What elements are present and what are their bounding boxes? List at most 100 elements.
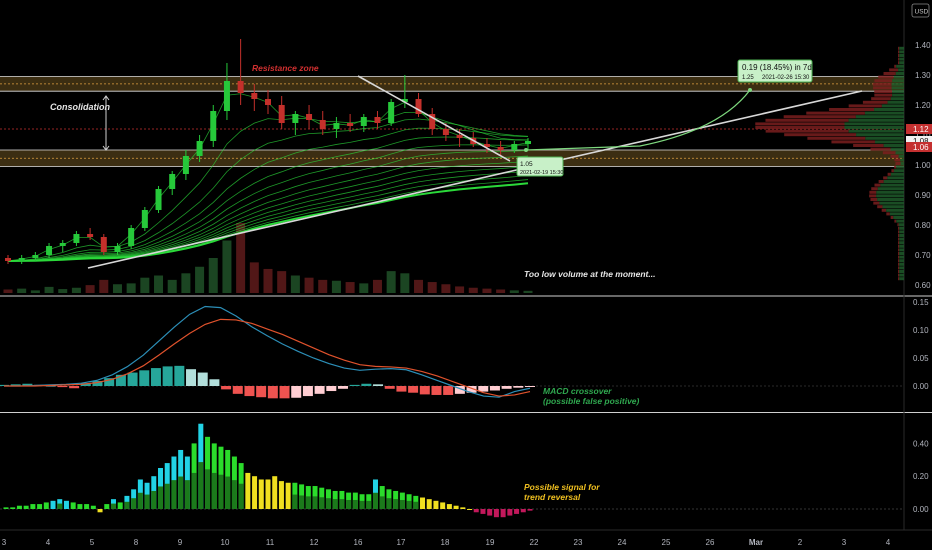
profile-bar-sell [897,223,899,227]
arrow-head [102,95,110,101]
profile-bar-sell [898,46,900,50]
projection-end-box: 0.19 (18.45%) in 7d 1.25 2021-02-26 15:3… [737,59,813,83]
profile-bar-sell [890,154,899,158]
profile-bar-sell [831,140,875,144]
profile-bar-buy [876,190,904,194]
time-tick-label: 16 [354,538,363,547]
profile-bar-buy [887,176,904,180]
macd-tick-label: 0.00 [913,382,929,391]
osc-bar [104,504,110,509]
osc-bar [37,504,43,509]
macd-hist-bar [349,384,360,386]
macd-hist-bar [431,386,442,395]
osc-bar-inner [191,472,197,509]
osc-bar [16,505,22,509]
oscillator-note-line2: trend reversal [524,492,581,502]
osc-bar [493,509,499,518]
projection-time: 2021-02-26 15:30 [762,75,810,81]
profile-bar-buy [892,79,904,83]
time-tick-label: 10 [221,538,230,547]
volume-bar [277,271,287,293]
profile-bar-buy [895,151,904,155]
profile-bar-buy [856,133,904,137]
projection-change: 0.19 (18.45%) in 7d [742,63,812,72]
profile-bar-buy [899,61,904,65]
profile-bar-sell [829,108,875,111]
trendlines-layer [87,75,863,269]
volume-bar [509,290,519,293]
ribbon-line [7,182,529,262]
volume-bar [85,285,95,293]
projection-start-price: 1.05 [520,161,533,168]
profile-bar-sell [886,212,890,216]
macd-hist-bar [384,386,395,389]
profile-bar-sell [898,230,900,234]
osc-bar-inner [292,494,298,509]
osc-bar [507,509,513,516]
profile-bar-sell [806,111,865,115]
osc-bar-inner [406,500,412,509]
profile-bar-sell [898,277,900,281]
osc-bar-inner [184,480,190,509]
profile-bar-buy [896,165,904,169]
profile-bar-sell [755,122,845,126]
time-tick-label: 17 [397,538,406,547]
candle-body [278,105,285,123]
volume-bar [345,282,355,293]
candle-body [141,210,148,228]
osc-tick-label: 0.40 [913,439,929,448]
volume-bar [386,271,396,293]
osc-bar [487,509,493,516]
profile-bar-sell [898,237,900,241]
projection-end-dot [748,88,752,92]
profile-bar-buy [864,111,904,115]
candle-body [114,246,121,252]
candle-body [5,258,11,261]
osc-bar-inner [299,495,305,509]
macd-hist-bar [232,386,243,394]
osc-bar-inner [413,501,419,509]
osc-bar [420,497,426,509]
osc-bar-inner [372,492,378,509]
price-tick-label: 1.30 [915,71,931,80]
candle-body [401,99,408,102]
osc-bar [84,504,90,509]
candle-body [251,93,258,99]
osc-bar [10,507,16,509]
oscillator-note-line1: Possible signal for [524,482,600,492]
profile-bar-buy [899,259,904,263]
currency-badge[interactable] [911,3,930,18]
profile-bar-sell [874,93,893,97]
profile-bar-buy [881,104,904,108]
volume-bar [400,273,410,293]
candle-body [73,234,80,243]
profile-bar-buy [892,93,904,97]
osc-bar-inner [319,497,325,509]
time-tick-label: 25 [662,538,671,547]
candle-body [169,174,176,189]
candle-body [456,135,463,138]
profile-bar-buy [899,255,904,259]
ribbon-line [7,136,529,262]
candle-body [497,147,504,150]
osc-bar [23,505,29,509]
profile-bar-sell [898,252,900,255]
time-tick-label: 8 [134,538,139,547]
macd-hist-bar [454,386,465,394]
time-tick-label: 5 [90,538,95,547]
profile-bar-buy [899,237,904,241]
profile-bar-sell [898,273,900,277]
osc-bar-inner [231,480,237,509]
profile-bar-sell [784,133,857,137]
volume-bar [99,279,109,293]
candle-body [210,111,217,141]
osc-bar-inner [205,469,211,509]
osc-bar-inner [332,499,338,509]
profile-bar-sell [883,72,896,75]
profile-bar-buy [886,208,904,212]
macd-hist-bar [22,383,33,386]
osc-bar-inner [225,476,231,509]
osc-bar [514,509,520,514]
rising-trendline [87,90,863,269]
